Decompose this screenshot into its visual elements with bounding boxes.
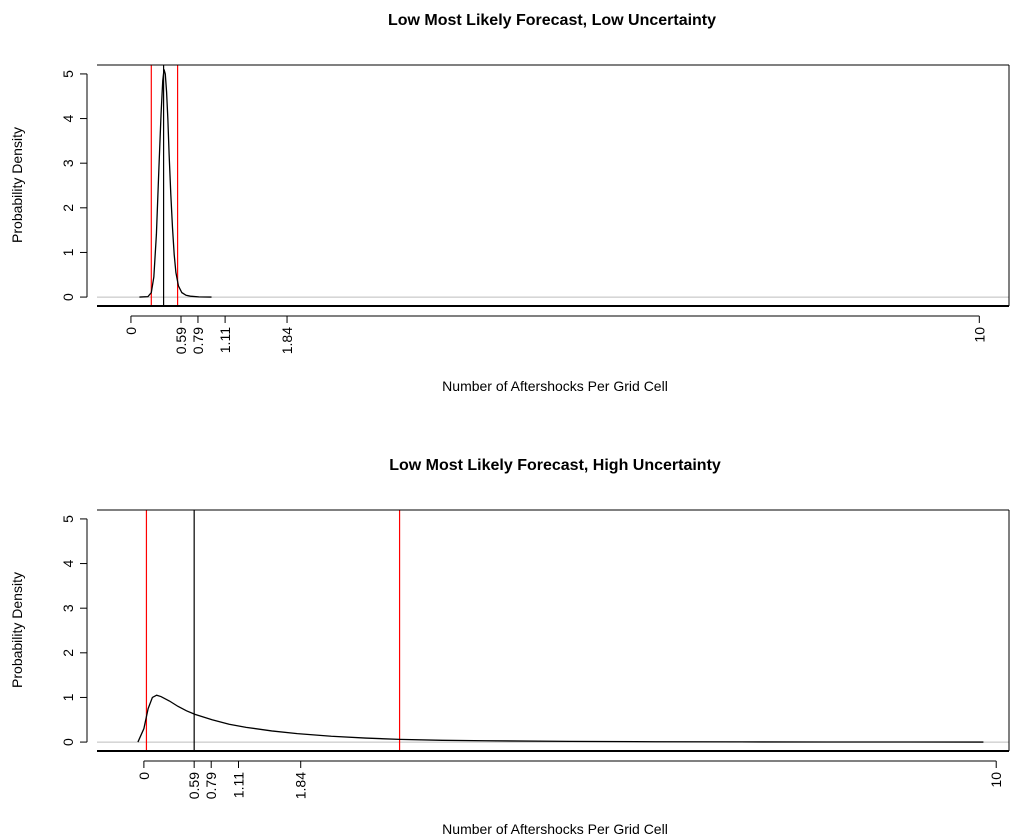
x-tick-label: 10 [971, 327, 987, 343]
x-tick-label: 10 [988, 772, 1004, 788]
x-tick-label: 1.11 [230, 772, 246, 798]
y-tick-label: 1 [60, 693, 76, 701]
x-tick-label: 1.84 [293, 772, 309, 799]
y-tick-label: 5 [60, 70, 76, 78]
x-tick-label: 0 [123, 327, 139, 335]
y-tick-label: 4 [60, 559, 76, 567]
x-tick-label: 0.59 [173, 327, 189, 354]
y-axis-label: Probability Density [9, 572, 25, 688]
x-tick-label: 0 [136, 772, 152, 780]
y-tick-label: 2 [60, 649, 76, 657]
y-tick-label: 0 [60, 293, 76, 301]
y-axis-label: Probability Density [9, 127, 25, 243]
y-tick-label: 1 [60, 248, 76, 256]
chart-title: Low Most Likely Forecast, Low Uncertaint… [388, 12, 716, 29]
x-tick-label: 0.79 [203, 772, 219, 799]
density-curve [137, 694, 984, 743]
density-curve [139, 69, 212, 298]
y-tick-label: 3 [60, 159, 76, 167]
x-tick-label: 1.84 [279, 327, 295, 354]
chart-panel-low-uncertainty: Low Most Likely Forecast, Low Uncertaint… [9, 12, 1010, 394]
y-tick-label: 2 [60, 204, 76, 212]
y-tick-label: 0 [60, 738, 76, 746]
y-tick-label: 4 [60, 114, 76, 122]
x-tick-label: 1.11 [217, 327, 233, 353]
x-tick-label: 0.59 [186, 772, 202, 799]
x-tick-label: 0.79 [190, 327, 206, 354]
chart-panel-high-uncertainty: Low Most Likely Forecast, High Uncertain… [9, 457, 1010, 837]
y-tick-label: 3 [60, 604, 76, 612]
x-axis-label: Number of Aftershocks Per Grid Cell [442, 378, 668, 394]
y-tick-label: 5 [60, 515, 76, 523]
x-axis-label: Number of Aftershocks Per Grid Cell [442, 821, 668, 837]
chart-title: Low Most Likely Forecast, High Uncertain… [389, 457, 721, 474]
